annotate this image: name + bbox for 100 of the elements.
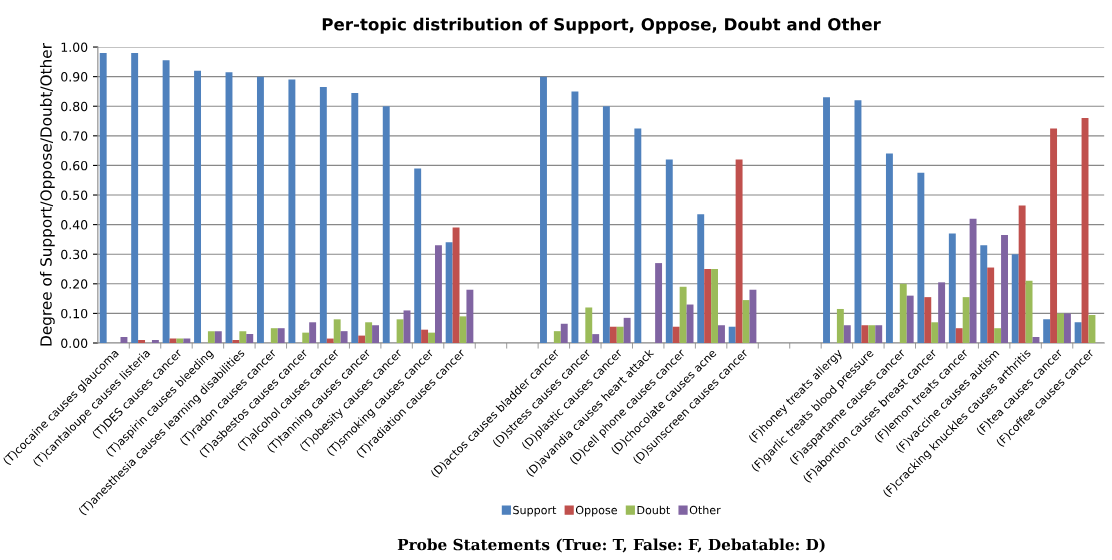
bar [672,326,680,343]
bar [906,295,914,343]
y-tick-label: 0.20 [61,279,88,289]
bar [592,334,600,343]
bar [288,79,296,343]
bar [162,60,170,343]
bar [270,328,278,343]
y-tick-label: 0.30 [61,249,88,260]
legend-label: Doubt [637,505,671,515]
bar [358,335,366,343]
bar [885,153,893,343]
bar [843,325,851,343]
x-axis-title: Probe Statements (True: T, False: F, Debatable: D) [397,538,825,553]
legend-label: Support [513,505,557,517]
bar [138,340,146,343]
bar [623,317,631,343]
bar [917,172,925,343]
bar [553,331,561,343]
bar [246,334,254,343]
bar [924,297,932,343]
bar [309,322,317,343]
bar [1001,234,1008,343]
bar [665,159,673,343]
bar [382,106,390,343]
bar [875,325,883,343]
bar [994,328,1002,343]
bar [1011,254,1019,343]
bar [980,245,988,343]
bar [1063,313,1071,343]
bar [735,159,743,343]
y-tick-label: 0.00 [61,338,88,348]
bar [1074,322,1082,343]
y-tick-label: 1.00 [61,42,88,52]
bar [711,269,719,343]
bar [372,325,380,343]
bar [239,331,247,343]
bar [836,308,844,343]
bar [445,242,453,343]
bar [571,91,579,343]
y-tick-label: 0.10 [61,308,88,319]
y-tick-label: 0.60 [61,160,88,171]
bar [131,52,139,343]
bar [749,289,757,343]
bar [931,322,939,343]
bar [955,328,963,343]
bar [414,168,422,343]
bar [609,326,617,343]
bar [176,338,184,343]
bar [718,325,725,343]
bar [99,52,107,343]
bar [365,322,373,343]
y-tick-label: 0.70 [61,131,88,141]
bar [1018,205,1026,343]
bar [1088,314,1096,343]
bar [585,307,593,343]
legend-label: Oppose [575,505,617,517]
bar [466,289,474,343]
bar [938,282,946,343]
bar [602,106,610,343]
bar [428,332,435,343]
bar [207,331,215,343]
bar [962,297,970,343]
bar [987,267,995,343]
bar [326,338,334,343]
bar [151,340,159,343]
bar [434,245,442,343]
y-axis-title: Degree of Support/Oppose/Doubt/Other [39,43,55,346]
y-tick-label: 0.90 [61,72,88,82]
chart-title: Per-topic distribution of Support, Oppose, Doubt and Other [322,17,881,34]
bar [452,227,460,343]
bar [634,128,642,343]
bar [560,323,568,343]
bar [868,325,876,343]
bar [333,319,341,343]
y-tick-label: 0.40 [61,220,88,230]
bar [256,76,264,343]
bar [340,331,348,343]
bar [1057,313,1064,343]
bar [1025,280,1033,343]
bar [319,86,327,343]
bar [120,337,128,343]
bar [183,338,191,343]
y-tick-label: 0.80 [61,101,88,112]
bar [616,326,624,343]
bar [302,332,310,343]
bar [277,328,285,343]
bar [823,97,830,343]
bar [899,283,907,343]
bar [1050,128,1058,343]
bar [540,76,547,343]
bar [861,325,869,343]
bar [697,214,705,343]
bar [655,263,663,343]
bar [704,269,712,343]
bar [214,331,222,343]
bar [969,218,977,343]
bar [679,286,687,343]
bar [948,233,956,343]
bar [194,70,202,343]
bar [232,340,240,343]
